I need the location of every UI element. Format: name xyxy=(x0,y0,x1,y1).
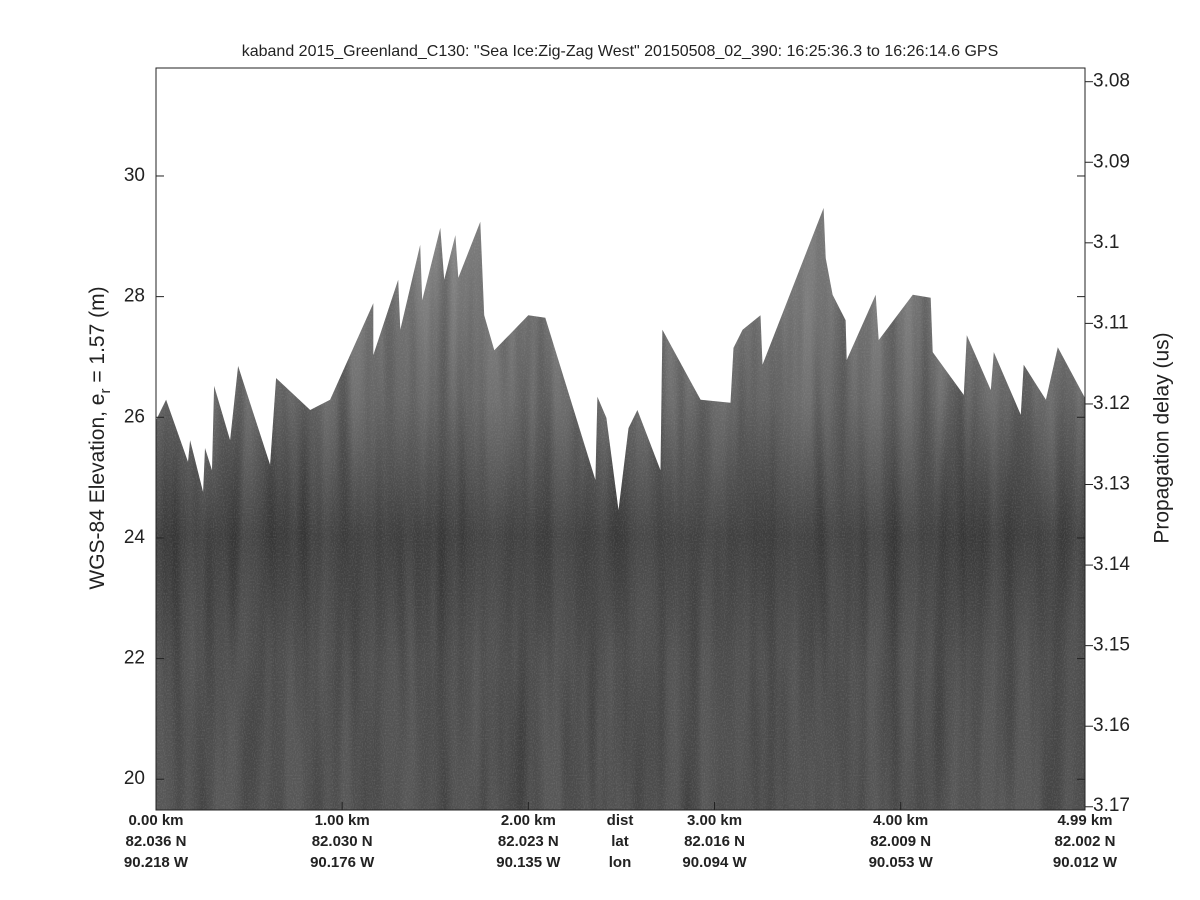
y2-tick-label: 3.08 xyxy=(1093,71,1130,92)
y-tick-label: 22 xyxy=(124,648,145,669)
y2-tick-label: 3.16 xyxy=(1093,715,1130,736)
lat-label: 82.023 N xyxy=(498,833,559,850)
x-tick-label: 1.00 km xyxy=(315,812,370,829)
lat-label: 82.030 N xyxy=(312,833,373,850)
y2-tick-label: 3.14 xyxy=(1093,554,1130,575)
y-label-subscript: r xyxy=(97,389,114,394)
lat-label: 82.009 N xyxy=(870,833,931,850)
y2-tick-label: 3.1 xyxy=(1093,232,1119,253)
lon-label: 90.053 W xyxy=(869,854,934,871)
lon-label: 90.012 W xyxy=(1053,854,1118,871)
y-tick-label: 24 xyxy=(124,527,146,548)
lat-label: 82.036 N xyxy=(126,833,187,850)
y2-tick-label: 3.17 xyxy=(1093,795,1130,816)
echo-grain xyxy=(156,208,1085,810)
y-axis-label: WGS-84 Elevation, er = 1.57 (m) xyxy=(86,286,115,589)
y-label-part: = 1.57 (m) xyxy=(86,286,109,388)
y2-tick-label: 3.11 xyxy=(1093,312,1129,333)
y-tick-label: 26 xyxy=(124,406,145,427)
y2-tick-label: 3.15 xyxy=(1093,635,1130,656)
plot-area xyxy=(155,67,1086,811)
y2-axis-label: Propagation delay (us) xyxy=(1151,332,1174,543)
y-tick-label: 20 xyxy=(124,768,145,789)
y-tick-label: 28 xyxy=(124,286,145,307)
lat-label: 82.002 N xyxy=(1055,833,1116,850)
y-label-part: WGS-84 Elevation, e xyxy=(86,394,109,590)
chart-title: kaband 2015_Greenland_C130: "Sea Ice:Zig… xyxy=(242,43,999,60)
lon-label: 90.094 W xyxy=(682,854,747,871)
y-tick-label: 30 xyxy=(124,165,145,186)
x-tick-label: 2.00 km xyxy=(501,812,556,829)
row-label: lon xyxy=(609,854,632,871)
y2-tick-label: 3.13 xyxy=(1093,474,1130,495)
row-label: lat xyxy=(611,833,629,850)
lon-label: 90.218 W xyxy=(124,854,189,871)
lon-label: 90.176 W xyxy=(310,854,375,871)
y2-tick-label: 3.12 xyxy=(1093,393,1130,414)
y2-tick-label: 3.09 xyxy=(1093,151,1130,172)
lon-label: 90.135 W xyxy=(496,854,561,871)
lat-label: 82.016 N xyxy=(684,833,745,850)
x-tick-label: 4.00 km xyxy=(873,812,928,829)
plot-frame xyxy=(155,67,1086,811)
x-tick-label: 3.00 km xyxy=(687,812,742,829)
x-tick-label: 0.00 km xyxy=(128,812,183,829)
x-tick-label: 4.99 km xyxy=(1057,812,1112,829)
row-label: dist xyxy=(607,812,634,829)
